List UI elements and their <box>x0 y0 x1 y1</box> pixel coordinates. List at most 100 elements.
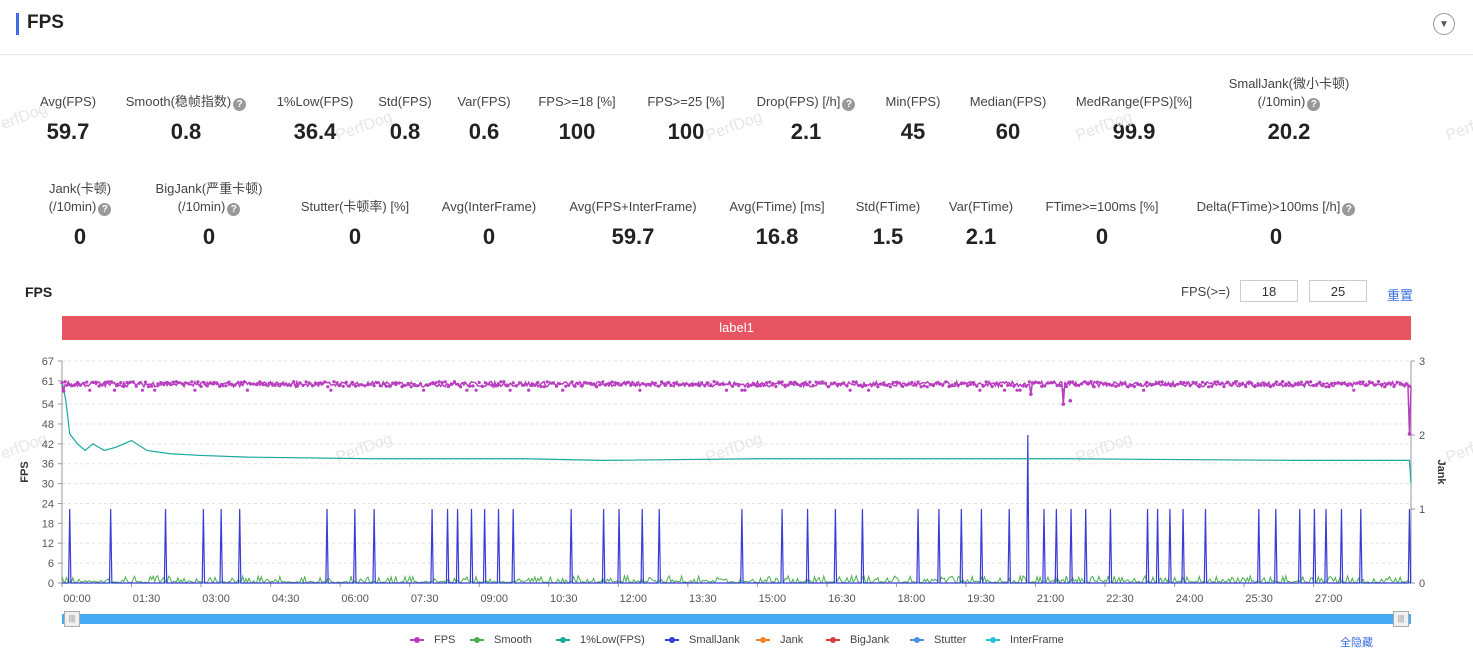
x-tick-label: 16:30 <box>828 593 856 605</box>
fps-point <box>187 382 191 386</box>
fps-point <box>1398 382 1402 386</box>
stat-label: Jank(卡顿) <box>0 180 190 198</box>
fps-point <box>1098 381 1102 385</box>
time-range-slider[interactable]: ||| ||| <box>62 611 1411 627</box>
stat-value: 2.1 <box>965 224 997 249</box>
fps-point <box>721 382 726 386</box>
fps-point <box>901 384 905 388</box>
help-icon[interactable]: ? <box>233 98 247 111</box>
stat-label-text: Stutter(卡顿率) [%] <box>300 199 410 214</box>
help-icon[interactable]: ? <box>227 203 241 216</box>
fps-point <box>823 381 828 385</box>
stat-label: Var(FPS) <box>374 93 594 111</box>
slider-left-handle[interactable]: ||| <box>64 611 80 627</box>
fps-point <box>758 384 763 388</box>
legend-item[interactable]: 1%Low(FPS) <box>556 634 645 646</box>
slider-right-handle[interactable]: ||| <box>1393 611 1409 627</box>
fps-point <box>1330 381 1334 385</box>
fps-point <box>341 384 345 388</box>
fps-point <box>344 380 348 384</box>
fps-point <box>724 388 729 392</box>
fps-point <box>969 382 973 386</box>
fps-point <box>1213 380 1217 384</box>
fps-point <box>684 382 688 386</box>
y-tick-label: 36 <box>42 459 54 471</box>
fps-point <box>851 380 855 384</box>
fps-point <box>817 381 821 385</box>
fps-point <box>641 382 645 386</box>
fps-point <box>406 381 410 385</box>
fps-point <box>459 385 463 389</box>
fps-point <box>193 388 197 392</box>
fps-point <box>545 380 549 384</box>
help-icon[interactable]: ? <box>1342 203 1356 216</box>
fps-point <box>1247 380 1251 384</box>
fps-point <box>1287 381 1291 385</box>
fps-point <box>276 382 280 386</box>
fps-point <box>712 380 716 384</box>
fps-point <box>1067 380 1072 384</box>
legend-item[interactable]: InterFrame <box>986 634 1064 646</box>
fps-point <box>1092 385 1096 389</box>
legend-item[interactable]: Jank <box>756 634 803 646</box>
help-icon[interactable]: ? <box>1307 98 1321 111</box>
fps-point <box>60 381 64 385</box>
fps-threshold-input-2[interactable] <box>1309 280 1367 302</box>
fps-point <box>338 383 342 387</box>
fps-point <box>1105 382 1109 386</box>
fps-point <box>761 382 766 386</box>
fps-point <box>279 382 283 386</box>
fps-point <box>88 388 92 392</box>
fps-point <box>1182 381 1186 385</box>
stat-label: SmallJank(微小卡顿) <box>1179 75 1399 93</box>
fps-point <box>298 381 302 385</box>
fps-point <box>468 384 472 388</box>
chevron-down-icon[interactable]: ▼ <box>1433 13 1455 35</box>
legend-item[interactable]: Stutter <box>910 634 966 646</box>
fps-point <box>1173 384 1177 388</box>
legend-swatch <box>556 637 570 644</box>
section-title: FPS <box>27 12 64 33</box>
fps-point <box>1404 382 1408 386</box>
hide-all-button[interactable]: 全隐藏 <box>1340 637 1373 649</box>
legend-label: Smooth <box>494 634 532 646</box>
x-tick-label: 06:00 <box>341 593 369 605</box>
fps-point <box>1290 384 1294 388</box>
fps-point <box>456 382 460 386</box>
fps-point <box>1191 380 1195 384</box>
fps-point <box>1151 383 1155 387</box>
fps-point <box>579 384 583 388</box>
fps-point <box>592 382 596 386</box>
fps-point <box>477 380 481 385</box>
fps-point <box>972 381 976 385</box>
legend-item[interactable]: FPS <box>410 634 455 646</box>
help-icon[interactable]: ? <box>98 203 112 216</box>
reset-button[interactable]: 重置 <box>1387 288 1414 303</box>
fps-point <box>375 381 379 385</box>
fps-point <box>873 382 877 386</box>
stat-label-text: Avg(InterFrame) <box>441 199 537 214</box>
legend-item[interactable]: Smooth <box>470 634 532 646</box>
fps-point <box>496 383 500 387</box>
legend-swatch <box>826 637 840 644</box>
fps-point <box>666 381 670 385</box>
fps-point <box>734 382 738 386</box>
fps-threshold-input-1[interactable] <box>1240 280 1298 302</box>
slider-track[interactable] <box>62 614 1411 624</box>
fps-point <box>1179 380 1183 384</box>
legend-item[interactable]: SmallJank <box>665 634 740 646</box>
fps-dip-point <box>61 389 66 393</box>
legend-item[interactable]: BigJank <box>826 634 889 646</box>
fps-point <box>1126 385 1130 389</box>
fps-point <box>153 388 157 392</box>
fps-point <box>644 383 648 387</box>
y-tick-label: 61 <box>42 376 54 388</box>
fps-point <box>635 383 639 387</box>
fps-point <box>1064 384 1068 389</box>
fps-point <box>990 384 994 389</box>
y-tick-label: 12 <box>42 538 54 550</box>
help-icon[interactable]: ? <box>842 98 856 111</box>
label-bar[interactable]: label1 <box>62 316 1411 340</box>
fps-point <box>143 380 147 384</box>
